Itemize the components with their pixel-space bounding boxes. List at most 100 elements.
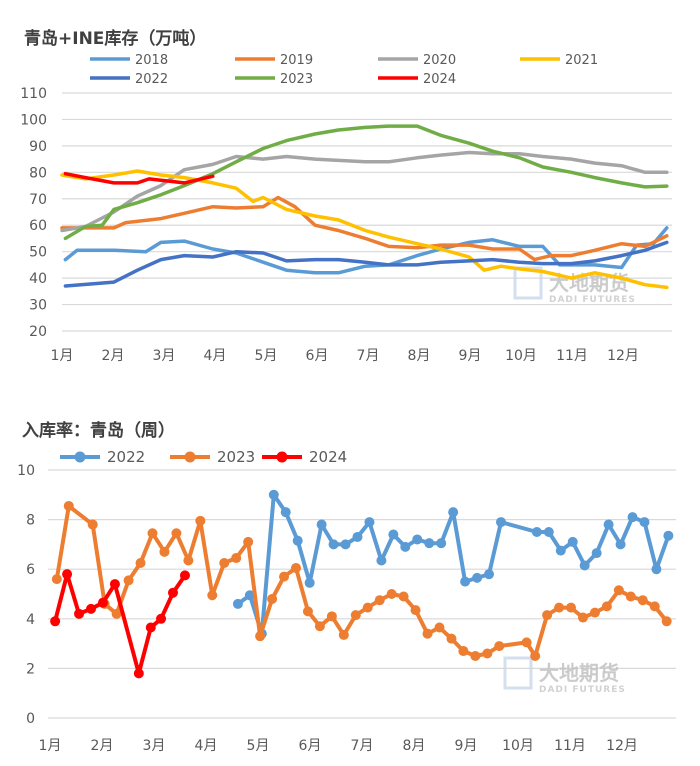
data-point-2023 — [51, 574, 62, 585]
data-point-2022 — [555, 545, 566, 556]
legend-item-2024: 2024 — [262, 448, 347, 466]
x-tick-label: 6月 — [306, 348, 329, 364]
data-point-2023 — [135, 558, 146, 568]
data-point-2023 — [159, 546, 170, 557]
data-point-2022 — [639, 517, 650, 528]
data-point-2022 — [531, 527, 542, 537]
data-point-2023 — [470, 651, 481, 661]
x-tick-label: 8月 — [403, 738, 426, 754]
data-point-2023 — [207, 590, 218, 601]
data-point-2023 — [625, 591, 636, 602]
data-point-2023 — [267, 593, 278, 604]
data-point-2023 — [577, 612, 588, 623]
y-tick-label: 50 — [29, 245, 47, 261]
data-point-2023 — [530, 651, 541, 661]
data-point-2022 — [376, 555, 387, 566]
series-line-2019 — [60, 195, 669, 262]
legend-label: 2022 — [135, 72, 168, 87]
series-2022 — [63, 240, 669, 288]
x-tick-label: 2月 — [102, 348, 125, 364]
x-tick-label: 11月 — [554, 738, 586, 754]
data-point-2023 — [279, 571, 290, 582]
x-tick-label: 3月 — [153, 348, 176, 364]
data-point-2023 — [374, 595, 385, 606]
series-line-2021 — [60, 169, 669, 290]
y-tick-label: 60 — [29, 218, 47, 234]
data-point-2022 — [388, 529, 399, 540]
svg-text:DADI FUTURES: DADI FUTURES — [539, 685, 626, 695]
x-tick-label: 8月 — [408, 348, 431, 364]
chart-1: 10 8 6 4 2 01月 2月 3月 4月 5月 6月 7月 8月 9月 10月 11月 12月 大地期货DA… — [17, 448, 676, 754]
data-point-2023 — [123, 575, 134, 586]
data-point-2023 — [87, 519, 98, 530]
data-point-2023 — [589, 607, 600, 618]
data-point-2023 — [422, 628, 433, 639]
legend-item-2019: 2019 — [235, 53, 313, 68]
y-tick-label: 70 — [29, 192, 47, 208]
y-tick-label: 0 — [26, 711, 35, 727]
data-point-2022 — [328, 539, 339, 550]
series-2023 — [51, 500, 672, 661]
y-tick-label: 8 — [26, 513, 35, 529]
data-point-2023 — [494, 641, 505, 652]
data-point-2023 — [183, 555, 194, 566]
data-point-2022 — [627, 512, 638, 523]
y-tick-label: 20 — [29, 324, 47, 340]
data-point-2023 — [542, 610, 553, 621]
data-point-2022 — [543, 527, 554, 537]
legend-item-2024: 2024 — [378, 72, 456, 87]
data-point-2023 — [147, 528, 158, 539]
data-point-2023 — [521, 637, 532, 648]
legend-label: 2018 — [135, 53, 168, 68]
data-point-2023 — [302, 606, 313, 617]
data-point-2024 — [179, 570, 190, 581]
data-point-2023 — [350, 610, 361, 621]
data-point-2023 — [637, 595, 648, 606]
data-point-2022 — [591, 548, 602, 559]
data-point-2024 — [97, 597, 108, 608]
series-2021 — [60, 169, 669, 290]
legend-label: 2023 — [217, 448, 255, 466]
data-point-2023 — [661, 616, 672, 627]
data-point-2022 — [316, 519, 327, 530]
data-point-2022 — [244, 590, 255, 601]
data-point-2022 — [364, 517, 375, 528]
data-point-2023 — [458, 646, 469, 657]
y-tick-label: 40 — [29, 271, 47, 287]
y-tick-label: 80 — [29, 165, 47, 181]
data-point-2024 — [133, 668, 144, 679]
bottom-chart-title: 入库率：青岛（周） — [22, 421, 175, 441]
data-point-2022 — [412, 534, 423, 545]
series-line-2024 — [53, 572, 187, 676]
data-point-2022 — [460, 576, 471, 587]
data-point-2023 — [446, 633, 457, 644]
data-point-2022 — [615, 539, 626, 550]
top-chart-title: 青岛+INE库存（万吨） — [24, 29, 207, 49]
legend-label: 2019 — [280, 53, 313, 68]
data-point-2022 — [448, 507, 459, 518]
data-point-2022 — [603, 519, 614, 530]
data-point-2022 — [663, 530, 674, 541]
data-point-2023 — [314, 621, 325, 632]
data-point-2022 — [436, 538, 447, 549]
legend-marker — [276, 451, 288, 463]
data-point-2022 — [292, 535, 303, 546]
series-line-2022 — [63, 240, 669, 288]
data-point-2022 — [567, 536, 578, 547]
y-tick-label: 6 — [26, 562, 35, 578]
data-point-2023 — [195, 515, 206, 526]
series-2020 — [60, 150, 669, 233]
data-point-2024 — [62, 569, 73, 580]
data-point-2024 — [85, 603, 96, 614]
data-point-2024 — [109, 579, 120, 590]
series-2024 — [63, 171, 215, 185]
data-point-2022 — [280, 507, 291, 518]
x-tick-label: 10月 — [502, 738, 534, 754]
legend-label: 2022 — [107, 448, 145, 466]
data-point-2022 — [579, 560, 590, 571]
data-point-2023 — [410, 605, 421, 616]
x-tick-label: 2月 — [91, 738, 114, 754]
